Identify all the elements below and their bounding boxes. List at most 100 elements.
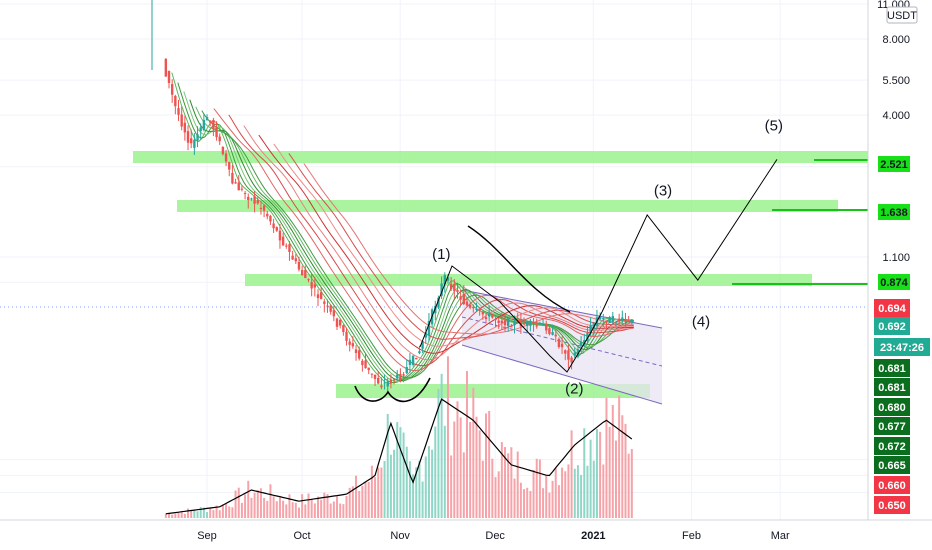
volume-bar	[221, 504, 224, 518]
candle-body	[608, 316, 611, 323]
volume-bar	[168, 513, 171, 518]
candle-body	[291, 255, 294, 260]
price-tag-label: 0.692	[878, 321, 906, 333]
candle-body	[424, 332, 427, 338]
candle-body	[405, 367, 408, 374]
candle-body	[503, 320, 507, 326]
candle-body	[307, 279, 310, 281]
candle-body	[193, 139, 196, 148]
candle-body	[506, 318, 510, 327]
support-zone	[336, 384, 650, 398]
price-tag-label: 0.694	[878, 303, 906, 315]
candle-body	[361, 360, 364, 366]
candle-body	[462, 294, 466, 305]
volume-bar	[465, 370, 468, 518]
ema-fast-line	[171, 72, 634, 385]
candle-body	[351, 343, 355, 347]
volume-bar	[485, 413, 488, 518]
time-tick-label: Dec	[485, 530, 505, 542]
volume-bar	[491, 458, 494, 518]
volume-bar	[180, 511, 183, 518]
candle-body	[494, 318, 497, 321]
volume-bar	[576, 465, 579, 518]
volume-bar	[488, 410, 491, 518]
volume-bar	[456, 401, 459, 518]
candle-body	[262, 205, 266, 211]
candle-body	[189, 138, 193, 144]
volume-bar	[383, 461, 386, 518]
candle-body	[402, 374, 405, 376]
volume-bar	[418, 460, 421, 518]
candle-body	[243, 192, 247, 194]
candle-body	[627, 319, 630, 321]
candle-body	[183, 122, 187, 133]
candle-body	[545, 323, 548, 331]
volume-bar	[348, 487, 351, 518]
volume-bar	[234, 490, 237, 518]
volume-bar	[199, 507, 202, 518]
candle-body	[440, 283, 443, 296]
wave-label: (4)	[692, 313, 710, 330]
candle-body	[538, 322, 542, 324]
candle-body	[614, 322, 618, 324]
volume-bar	[570, 430, 573, 518]
candle-body	[421, 341, 424, 349]
price-tag	[874, 317, 910, 335]
candle-body	[196, 134, 199, 141]
candle-body	[478, 308, 481, 311]
candle-body	[180, 114, 183, 127]
candle-body	[234, 182, 237, 184]
candle-body	[367, 367, 370, 371]
candle-body	[510, 326, 513, 328]
candle-body	[484, 317, 488, 320]
price-tag	[874, 359, 910, 377]
candle-body	[551, 331, 554, 335]
volume-bar	[538, 459, 541, 518]
candle-body	[617, 318, 621, 322]
volume-bar	[171, 514, 174, 518]
time-tick-label: Nov	[390, 530, 410, 542]
price-tick-label: 11.000	[877, 0, 910, 11]
volume-bar	[294, 502, 297, 518]
candle-body	[586, 332, 589, 342]
candle-body	[621, 317, 624, 319]
candle-body	[266, 213, 269, 217]
chart-annotations: (1) (2) (3) (4) (5)	[354, 118, 783, 403]
time-tick-label: Sep	[197, 530, 217, 542]
volume-bar	[237, 487, 240, 518]
candle-body	[297, 261, 301, 270]
volume-bar	[405, 446, 408, 518]
volume-bar	[304, 504, 307, 518]
volume-bar	[446, 356, 449, 518]
volume-bar	[402, 432, 405, 518]
candlesticks	[151, 0, 634, 394]
resistance-zones	[133, 151, 868, 398]
volume-bar	[561, 467, 564, 518]
volume-bar	[453, 421, 456, 518]
price-tag	[874, 437, 910, 455]
candle-body	[345, 331, 348, 341]
candle-body	[481, 311, 485, 315]
candle-body	[272, 223, 275, 229]
volume-bar	[209, 508, 212, 518]
candle-body	[285, 245, 288, 247]
volume-bar	[253, 492, 256, 518]
ema-fast-line	[189, 99, 634, 382]
double-bottom-arc	[354, 377, 431, 403]
price-tick-label: 8.000	[882, 34, 910, 46]
wave-label: (5)	[765, 118, 783, 135]
currency-label: USDT	[887, 10, 917, 22]
volume-bar	[472, 387, 475, 518]
volume-bar	[266, 500, 269, 518]
volume-bar	[627, 453, 630, 518]
candle-body	[630, 319, 634, 323]
ema-slow-line	[243, 125, 634, 361]
candle-body	[532, 321, 535, 324]
volume-bar	[399, 427, 402, 518]
candle-body	[288, 244, 291, 253]
volume-bar	[526, 487, 529, 518]
candle-body	[437, 297, 440, 308]
price-tag	[874, 398, 910, 416]
ema-slow-line	[258, 134, 634, 354]
